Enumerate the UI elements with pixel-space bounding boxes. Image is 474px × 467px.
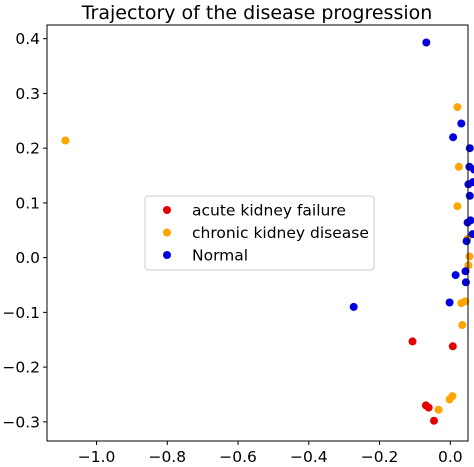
data-point [422,38,431,47]
data-point [424,403,433,412]
data-point [453,202,462,211]
legend-box [144,195,375,271]
x-tick-label: −1.0 [78,448,116,466]
series-acute-kidney-failure [408,337,457,425]
x-tick-label: −0.8 [148,448,186,466]
data-point [465,191,474,200]
data-point [451,271,460,280]
axes-frame [46,24,469,442]
y-tick-label: 0.4 [15,30,40,48]
data-point [449,133,458,142]
y-tick-label: −0.2 [2,359,40,377]
data-point [461,278,470,287]
data-point [453,103,462,112]
plot-area [61,38,474,425]
data-point [448,342,457,351]
data-point [408,337,417,346]
legend-marker [163,251,171,259]
x-tick-label: −0.2 [361,448,399,466]
y-tick-label: −0.3 [2,413,40,431]
data-point [462,237,471,246]
legend-label: chronic kidney disease [192,224,369,242]
data-point [457,119,466,128]
legend-label: Normal [192,247,248,265]
data-point [349,302,358,311]
x-tick-label: 0.0 [438,448,463,466]
legend-marker [163,228,171,237]
data-point [470,165,474,174]
y-tick-label: 0.2 [15,140,40,158]
y-tick-label: 0.0 [15,249,40,267]
chart-title: Trajectory of the disease progression [81,2,433,24]
y-tick-label: 0.3 [15,85,40,103]
data-point [445,395,454,404]
data-point [469,178,474,187]
data-point [465,144,474,153]
legend: acute kidney failure chronic kidney disea… [144,195,375,271]
data-point [457,299,466,308]
series-normal [349,38,474,311]
data-point [465,252,474,261]
data-point [454,162,463,171]
legend-label: acute kidney failure [192,202,346,220]
legend-marker [163,206,171,214]
data-point [434,405,443,414]
data-point [458,321,467,329]
data-point [430,416,438,425]
y-tick-label: 0.1 [15,194,40,212]
x-tick-label: −0.6 [219,448,257,466]
axes: −1.0 −0.8 −0.6 −0.4 −0.2 0.0 −0.3 −0.2 −0.1 0.0 0.… [2,24,469,466]
series-chronic-kidney-disease [61,103,474,414]
data-point [445,298,454,307]
data-point [468,230,474,239]
data-point [61,136,70,145]
x-tick-label: −0.4 [290,448,328,466]
y-tick-label: −0.1 [2,304,40,322]
